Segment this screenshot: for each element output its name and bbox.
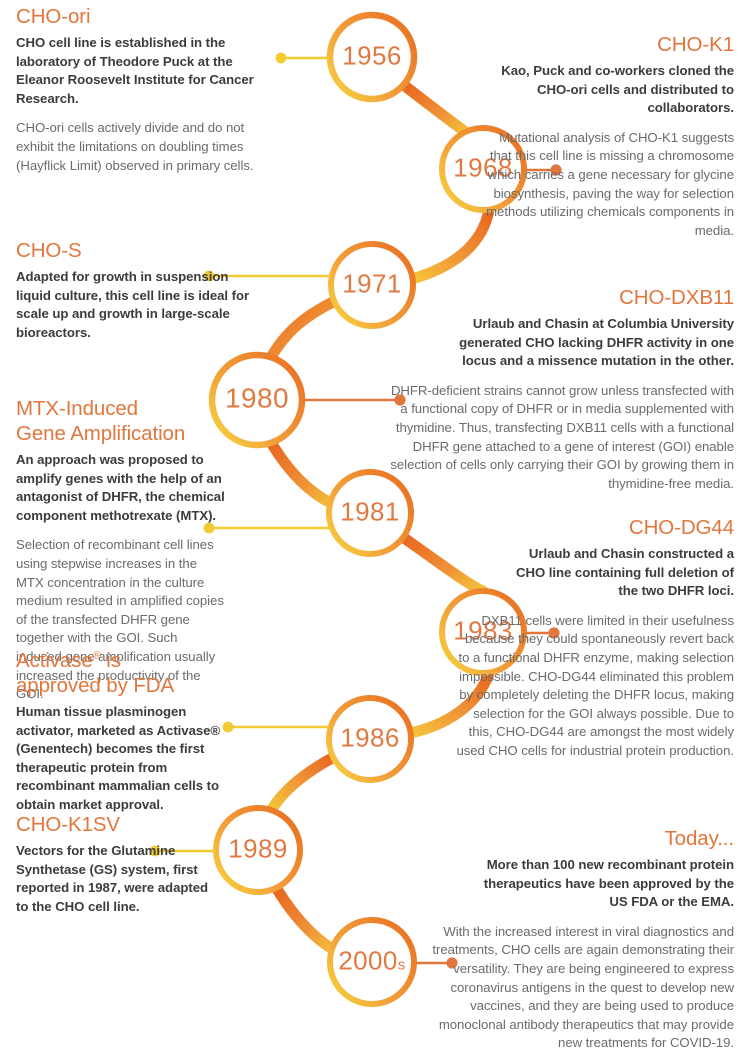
- year-label-1983: 1983: [453, 615, 513, 646]
- entry-paragraph: Adapted for growth in suspension liquid …: [16, 269, 250, 340]
- entry-cho-k1sv: CHO-K1SV Vectors for the Glutamine Synth…: [16, 812, 212, 916]
- activase-word: Activase: [16, 649, 93, 672]
- year-label-1956: 1956: [342, 40, 402, 71]
- registered-mark-icon: ®: [92, 650, 101, 663]
- entry-mtx: MTX-Induced Gene Amplification An approa…: [16, 396, 226, 704]
- entry-cho-s: CHO-S Adapted for growth in suspension l…: [16, 238, 264, 342]
- entry-paragraph: CHO-ori cells actively divide and do not…: [16, 120, 254, 173]
- entry-heading-cho-k1: CHO-K1: [657, 33, 734, 56]
- entry-cho-dg44: CHO-DG44 Urlaub and Chasin constructed a…: [454, 515, 734, 761]
- activase-rest: is approved by FDA: [16, 649, 175, 697]
- entry-heading-today: Today...: [664, 827, 735, 850]
- entry-heading-cho-dg44: CHO-DG44: [628, 516, 734, 539]
- year-label-1986: 1986: [340, 722, 400, 753]
- entry-paragraph: DHFR-deficient strains cannot grow unles…: [390, 382, 734, 491]
- year-label-1971: 1971: [342, 268, 402, 299]
- entry-paragraph: Urlaub and Chasin at Columbia University…: [459, 316, 734, 369]
- entry-today: Today... More than 100 new recombinant p…: [420, 826, 734, 1053]
- entry-paragraph: Kao, Puck and co-workers cloned the CHO-…: [501, 63, 734, 116]
- year-label-1980: 1980: [225, 382, 289, 414]
- year-label-1989: 1989: [228, 833, 288, 864]
- year-label-1968: 1968: [453, 152, 513, 183]
- entry-paragraph: Selection of recombinant cell lines usin…: [16, 537, 224, 702]
- entry-paragraph: An approach was proposed to amplify gene…: [16, 452, 225, 523]
- year-label-1981: 1981: [340, 496, 400, 527]
- entry-heading-activase: Activase® is approved by FDA: [16, 648, 234, 698]
- entry-paragraph: More than 100 new recombinant protein th…: [483, 857, 734, 910]
- entry-cho-k1: CHO-K1 Kao, Puck and co-workers cloned t…: [486, 32, 734, 240]
- entry-paragraph: DXB11 cells were limited in their useful…: [456, 612, 734, 758]
- entry-heading-cho-dxb11: CHO-DXB11: [619, 286, 734, 309]
- entry-cho-ori: CHO-ori CHO cell line is established in …: [16, 4, 278, 175]
- entry-paragraph: Urlaub and Chasin constructed a CHO line…: [516, 546, 734, 599]
- entry-heading-cho-ori: CHO-ori: [16, 5, 91, 28]
- entry-paragraph: Vectors for the Glutamine Synthetase (GS…: [16, 843, 208, 914]
- entry-paragraph: With the increased interest in viral dia…: [432, 923, 734, 1051]
- entry-activase: Activase® is approved by FDA Human tissu…: [16, 648, 234, 815]
- entry-heading-mtx: MTX-Induced Gene Amplification: [16, 397, 186, 445]
- entry-paragraph: Human tissue plasminogen activator, mark…: [16, 704, 221, 812]
- entry-heading-cho-k1sv: CHO-K1SV: [16, 813, 121, 836]
- year-label-2000s: 2000s: [338, 945, 406, 976]
- entry-paragraph: Mutational analysis of CHO-K1 suggests t…: [486, 129, 734, 238]
- entry-cho-dxb11: CHO-DXB11 Urlaub and Chasin at Columbia …: [384, 285, 734, 493]
- entry-paragraph: CHO cell line is established in the labo…: [16, 35, 254, 106]
- entry-heading-cho-s: CHO-S: [16, 239, 82, 262]
